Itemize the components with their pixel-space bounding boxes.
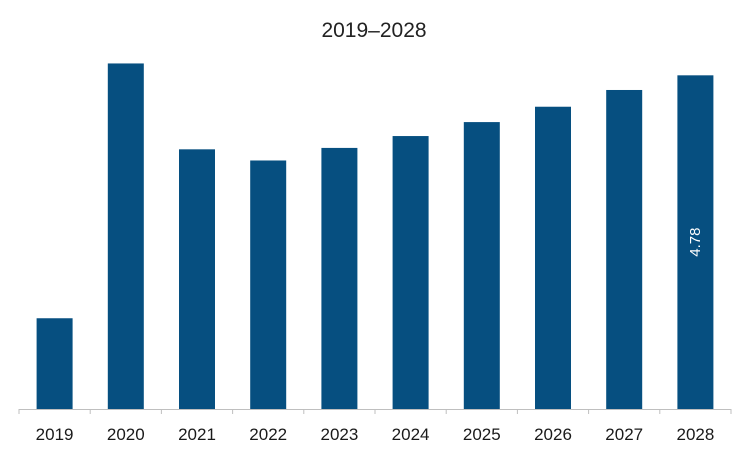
- bar-2020: [107, 63, 144, 409]
- bars-layer: [36, 63, 714, 410]
- chart-title: 2019–2028: [321, 19, 426, 42]
- x-tick-label-2022: 2022: [249, 425, 287, 444]
- bar-2022: [250, 160, 287, 409]
- bar-2021: [179, 149, 215, 409]
- bar-2024: [392, 136, 429, 410]
- bar-2025: [463, 122, 500, 409]
- x-tick-label-2026: 2026: [534, 425, 572, 444]
- x-axis: [18, 409, 732, 414]
- bar-2023: [321, 147, 358, 410]
- x-tick-labels: 2019 2020 2021 2022 2023 2024 2025 2026 2027 2028: [36, 425, 715, 444]
- x-tick-label-2027: 2027: [605, 425, 643, 444]
- data-label-2028: 4.78: [687, 228, 704, 257]
- x-tick-label-2021: 2021: [178, 425, 216, 444]
- x-tick-label-2024: 2024: [392, 425, 430, 444]
- x-tick-label-2020: 2020: [107, 425, 145, 444]
- bar-2019: [36, 318, 73, 409]
- x-tick-label-2025: 2025: [463, 425, 501, 444]
- bar-2028: [677, 75, 714, 409]
- bar-2027: [606, 89, 643, 409]
- x-tick-label-2023: 2023: [320, 425, 358, 444]
- x-tick-label-2028: 2028: [676, 425, 714, 444]
- data-labels: 4.78: [687, 228, 704, 257]
- bar-2026: [535, 106, 571, 409]
- x-tick-label-2019: 2019: [36, 425, 74, 444]
